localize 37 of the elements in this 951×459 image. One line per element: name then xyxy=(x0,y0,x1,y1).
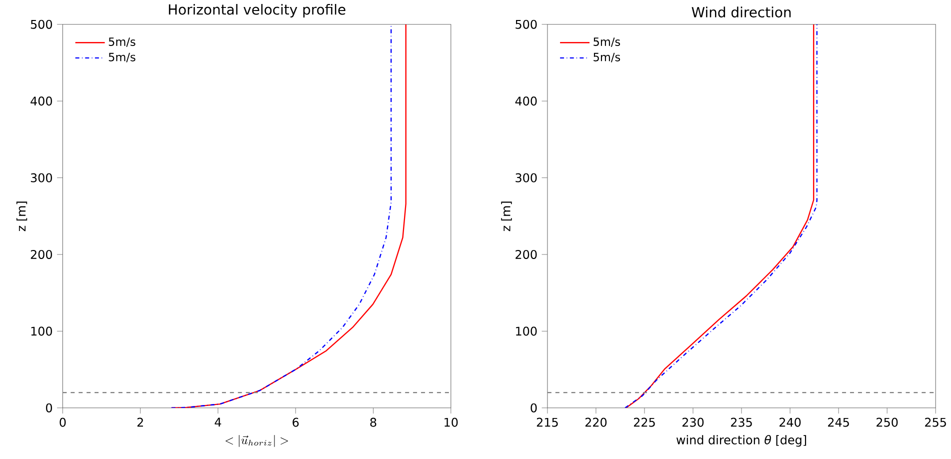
x-tick-label: 10 xyxy=(444,418,458,427)
y-axis-title: z [m] xyxy=(16,202,28,232)
y-tick-label: 200 xyxy=(30,250,52,260)
x-tick-label: 215 xyxy=(536,418,558,427)
y-tick-label: 400 xyxy=(515,96,537,106)
y-tick-label: 400 xyxy=(30,96,52,106)
x-tick-label: 2 xyxy=(137,418,143,427)
x-tick-label: 235 xyxy=(731,418,752,427)
x-tick-label: 255 xyxy=(925,418,946,427)
x-tick-label: 245 xyxy=(828,418,849,427)
x-tick-label: 8 xyxy=(370,418,376,427)
y-tick-label: 200 xyxy=(516,250,537,260)
x-tick-label: 220 xyxy=(585,418,607,427)
y-axis-title: z [m] xyxy=(501,202,512,232)
legend-label: 5m/s xyxy=(108,53,136,62)
x-tick-label: 250 xyxy=(876,418,898,427)
y-tick-label: 100 xyxy=(31,326,52,336)
y-tick-label: 300 xyxy=(516,173,537,182)
legend-label: 5m/s xyxy=(594,38,620,48)
x-axis-title: $<|\vec{u}_{horiz}|>$ xyxy=(226,435,288,448)
x-tick-label: 4 xyxy=(214,418,222,427)
y-tick-label: 500 xyxy=(516,20,537,30)
y-tick-label: 500 xyxy=(30,20,52,30)
x-tick-label: 225 xyxy=(634,418,655,427)
y-tick-label: 0 xyxy=(46,404,52,413)
y-tick-label: 100 xyxy=(516,326,537,336)
y-tick-label: 0 xyxy=(530,404,537,413)
x-tick-label: 240 xyxy=(780,418,801,427)
chart-title: Wind direction xyxy=(692,6,791,18)
chart-title: Horizontal velocity profile xyxy=(168,4,346,18)
x-tick-label: 6 xyxy=(292,418,299,427)
x-tick-label: 0 xyxy=(60,418,66,427)
x-axis-title: wind direction θ [deg] xyxy=(676,435,806,447)
x-tick-label: 230 xyxy=(682,418,704,427)
legend-label: 5m/s xyxy=(108,38,136,48)
y-tick-label: 300 xyxy=(30,173,52,182)
legend-label: 5m/s xyxy=(594,53,620,62)
